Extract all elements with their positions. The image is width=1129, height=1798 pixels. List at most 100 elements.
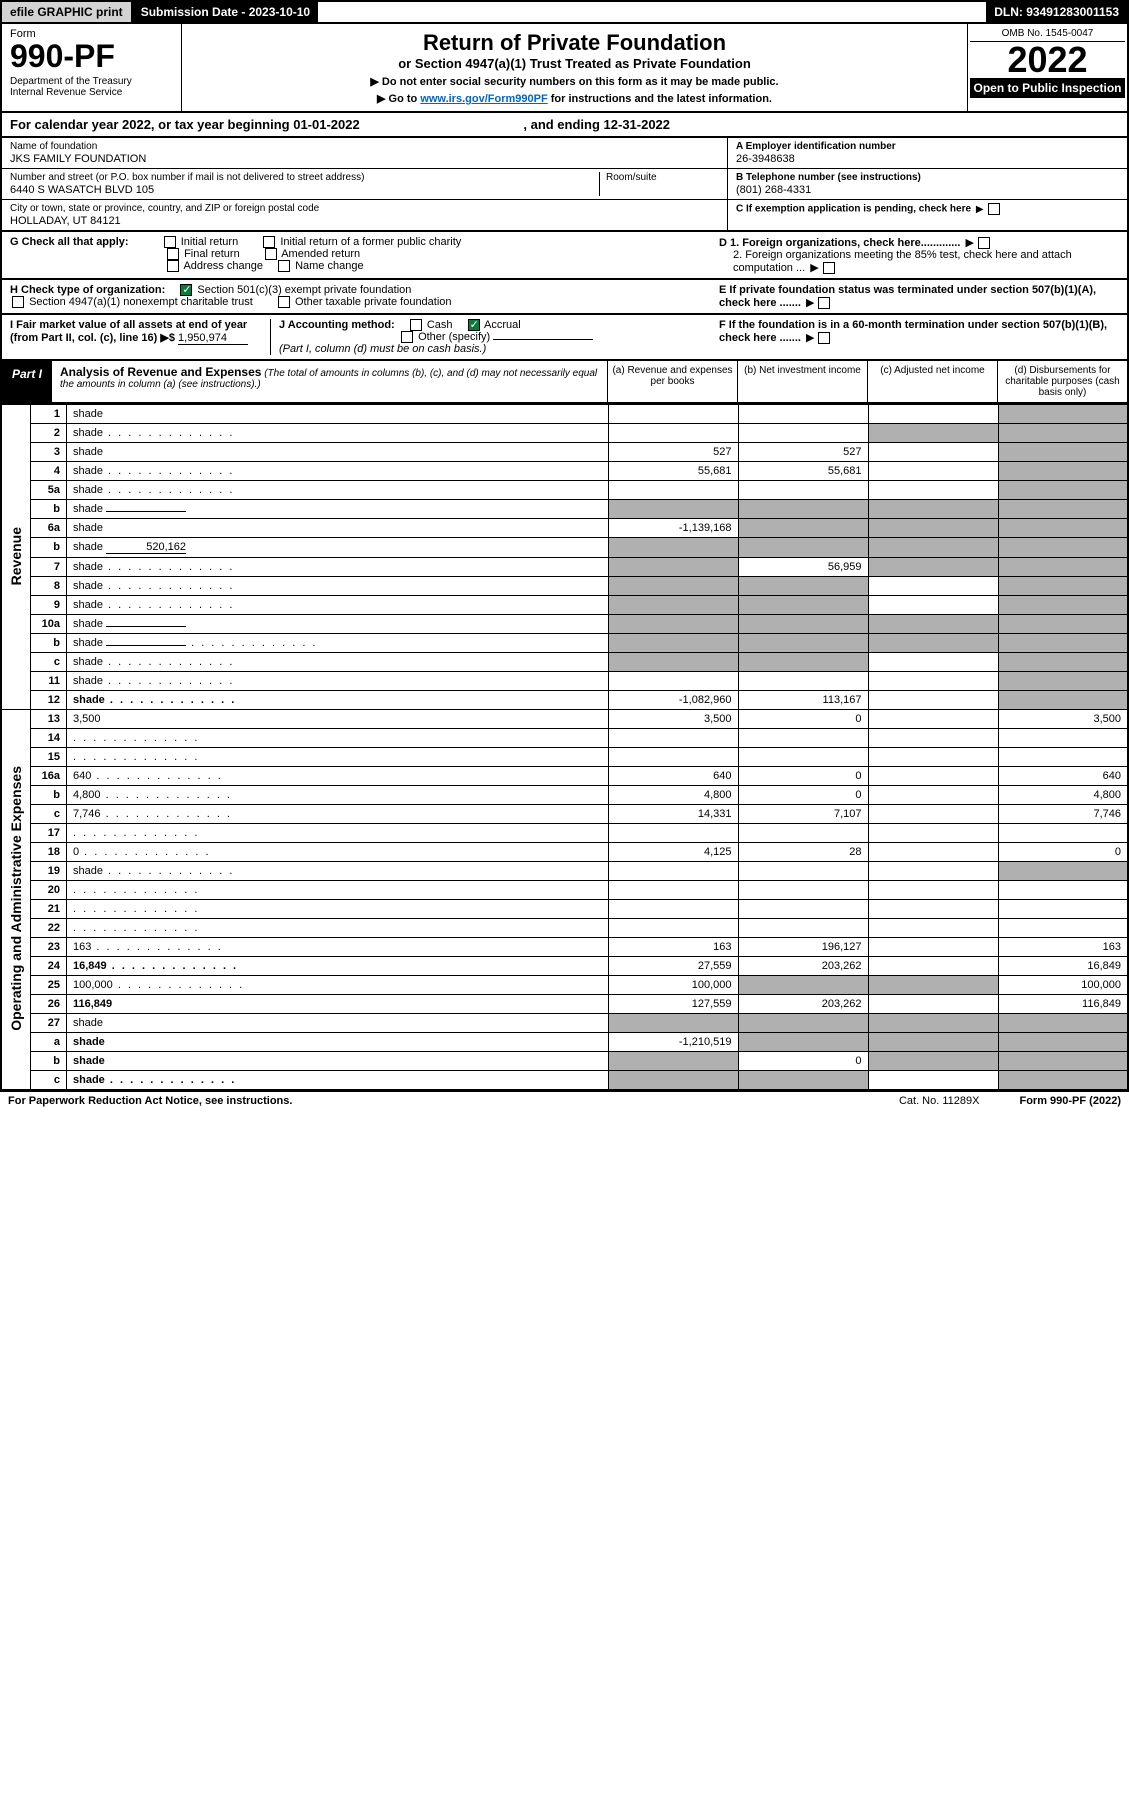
table-cell	[738, 672, 868, 691]
table-cell	[998, 1014, 1128, 1033]
table-cell	[608, 881, 738, 900]
line-number: 5a	[31, 481, 67, 500]
c-checkbox[interactable]	[988, 203, 1000, 215]
f-checkbox[interactable]	[818, 332, 830, 344]
col-c-header: (c) Adjusted net income	[867, 361, 997, 402]
table-cell	[608, 424, 738, 443]
line-number: 13	[31, 710, 67, 729]
h-other-checkbox[interactable]	[278, 296, 290, 308]
table-cell	[868, 976, 998, 995]
line-description: shade	[67, 615, 609, 634]
table-cell	[868, 462, 998, 481]
line-description: shade	[67, 405, 609, 424]
line-number: a	[31, 1033, 67, 1052]
h-label: H Check type of organization:	[10, 284, 165, 296]
g-address-checkbox[interactable]	[167, 260, 179, 272]
g-amended-checkbox[interactable]	[265, 248, 277, 260]
line-number: 7	[31, 558, 67, 577]
line-number: 23	[31, 938, 67, 957]
table-cell	[998, 405, 1128, 424]
line-number: 12	[31, 691, 67, 710]
line-description	[67, 881, 609, 900]
g-name-checkbox[interactable]	[278, 260, 290, 272]
col-a-header: (a) Revenue and expenses per books	[607, 361, 737, 402]
g-initial-checkbox[interactable]	[164, 236, 176, 248]
table-cell	[608, 481, 738, 500]
fmv-value: 1,950,974	[178, 332, 248, 345]
j-accrual-checkbox[interactable]	[468, 319, 480, 331]
table-cell	[738, 653, 868, 672]
j-other-checkbox[interactable]	[401, 331, 413, 343]
line-description: 640	[67, 767, 609, 786]
table-cell: 4,125	[608, 843, 738, 862]
table-cell: 0	[738, 786, 868, 805]
phone: (801) 268-4331	[736, 184, 1119, 196]
table-cell	[998, 862, 1128, 881]
line-description: 100,000	[67, 976, 609, 995]
table-cell	[738, 405, 868, 424]
table-cell	[868, 843, 998, 862]
g-final-checkbox[interactable]	[167, 248, 179, 260]
line-description: shade	[67, 672, 609, 691]
line-description: 116,849	[67, 995, 609, 1014]
table-cell	[738, 519, 868, 538]
g-initial-former-checkbox[interactable]	[263, 236, 275, 248]
side-label: Operating and Administrative Expenses	[1, 710, 31, 1091]
side-label: Revenue	[1, 405, 31, 710]
line-number: 6a	[31, 519, 67, 538]
table-cell	[998, 824, 1128, 843]
foundation-name: JKS FAMILY FOUNDATION	[10, 153, 719, 165]
table-cell	[608, 1014, 738, 1033]
table-cell: 28	[738, 843, 868, 862]
instructions-link[interactable]: www.irs.gov/Form990PF	[420, 93, 547, 105]
table-cell	[738, 634, 868, 653]
line-number: 10a	[31, 615, 67, 634]
table-cell	[868, 653, 998, 672]
line-number: 25	[31, 976, 67, 995]
ein-label: A Employer identification number	[736, 141, 896, 152]
table-cell: 640	[998, 767, 1128, 786]
table-cell: 0	[738, 1052, 868, 1071]
table-cell: 3,500	[608, 710, 738, 729]
table-cell	[998, 691, 1128, 710]
submission-date: Submission Date - 2023-10-10	[133, 2, 318, 22]
h-501c3-checkbox[interactable]	[180, 284, 192, 296]
table-cell	[998, 462, 1128, 481]
e-checkbox[interactable]	[818, 297, 830, 309]
table-cell	[868, 405, 998, 424]
d1-checkbox[interactable]	[978, 237, 990, 249]
g-label: G Check all that apply:	[10, 236, 129, 248]
table-cell	[998, 881, 1128, 900]
table-cell	[998, 1071, 1128, 1091]
table-cell	[998, 748, 1128, 767]
table-cell	[608, 500, 738, 519]
addr-label: Number and street (or P.O. box number if…	[10, 172, 599, 183]
table-cell	[738, 596, 868, 615]
table-cell	[998, 919, 1128, 938]
line-description: shade	[67, 500, 609, 519]
table-cell	[998, 729, 1128, 748]
entity-info: Name of foundation JKS FAMILY FOUNDATION…	[0, 138, 1129, 232]
phone-label: B Telephone number (see instructions)	[736, 172, 921, 183]
line-description: shade	[67, 519, 609, 538]
line-description: shade	[67, 577, 609, 596]
table-cell	[868, 672, 998, 691]
efile-button[interactable]: efile GRAPHIC print	[2, 2, 133, 22]
table-cell	[738, 881, 868, 900]
table-cell: 640	[608, 767, 738, 786]
table-cell	[998, 481, 1128, 500]
d2-checkbox[interactable]	[823, 262, 835, 274]
tax-year: 2022	[970, 42, 1125, 78]
line-description: shade	[67, 691, 609, 710]
calendar-year-row: For calendar year 2022, or tax year begi…	[0, 113, 1129, 138]
line-number: 21	[31, 900, 67, 919]
table-cell: 27,559	[608, 957, 738, 976]
table-cell: 163	[998, 938, 1128, 957]
f-label: F If the foundation is in a 60-month ter…	[719, 319, 1107, 344]
line-description	[67, 919, 609, 938]
line-number: 18	[31, 843, 67, 862]
j-cash-checkbox[interactable]	[410, 319, 422, 331]
h-4947-checkbox[interactable]	[12, 296, 24, 308]
line-number: 16a	[31, 767, 67, 786]
table-cell	[868, 824, 998, 843]
